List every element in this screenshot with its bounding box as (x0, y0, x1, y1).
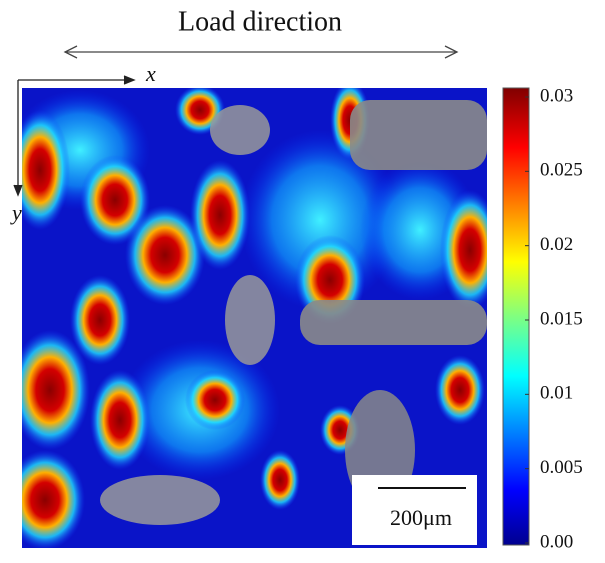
y-axis-label: y (10, 200, 22, 225)
load-arrow (65, 46, 457, 58)
x-axis-label: x (145, 61, 156, 86)
scale-bar-label: 200μm (390, 505, 452, 530)
colorbar-tick-label: 0.01 (540, 383, 573, 404)
figure: Load direction (0, 0, 605, 558)
colorbar-tick-label: 0.00 (540, 531, 573, 552)
colorbar-tick-label: 0.02 (540, 234, 573, 255)
title: Load direction (178, 6, 342, 37)
colorbar-ticks: 0.00 0.005 0.01 0.015 0.02 0.025 0.03 (525, 85, 583, 552)
colorbar-tick-label: 0.005 (540, 457, 583, 478)
colorbar-tick-label: 0.015 (540, 308, 583, 329)
colorbar-tick-label: 0.025 (540, 160, 583, 181)
colorbar-tick-label: 0.03 (540, 85, 573, 106)
colorbar (503, 88, 529, 545)
